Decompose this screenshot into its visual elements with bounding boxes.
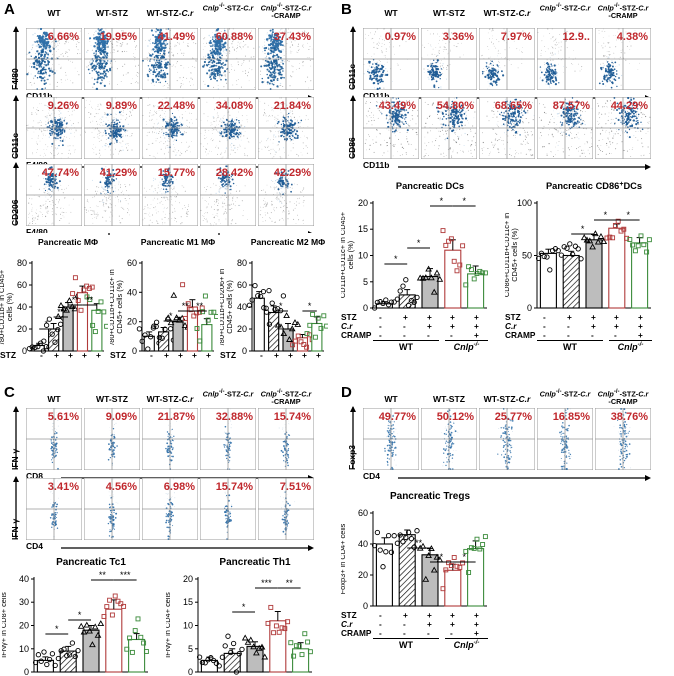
svg-text:37.43%: 37.43% xyxy=(274,31,312,43)
svg-text:21.84%: 21.84% xyxy=(274,100,312,112)
svg-text:22.48%: 22.48% xyxy=(158,100,196,112)
svg-text:15.77%: 15.77% xyxy=(158,167,196,179)
svg-text:41.49%: 41.49% xyxy=(158,31,196,43)
svg-text:19.95%: 19.95% xyxy=(100,31,138,43)
svg-text:34.08%: 34.08% xyxy=(216,100,254,112)
svg-text:9.26%: 9.26% xyxy=(48,100,79,112)
svg-text:47.74%: 47.74% xyxy=(42,167,80,179)
svg-text:6.66%: 6.66% xyxy=(48,31,79,43)
svg-text:9.89%: 9.89% xyxy=(106,100,137,112)
svg-text:41.29%: 41.29% xyxy=(100,167,138,179)
svg-text:60.88%: 60.88% xyxy=(216,31,254,43)
svg-text:28.42%: 28.42% xyxy=(216,167,254,179)
